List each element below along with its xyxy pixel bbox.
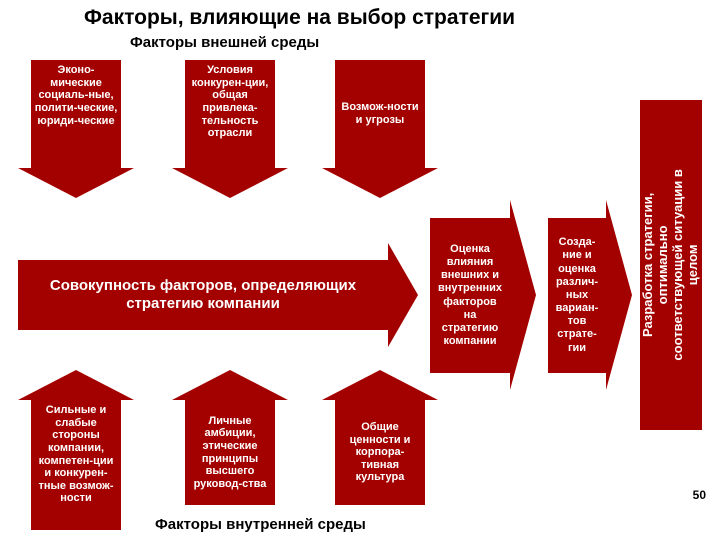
main-title: Факторы, влияющие на выбор стратегии [84,6,515,30]
variants-arrow: Созда-ние и оценка различ-ных вариан-тов… [548,218,632,390]
down-arrow-competition: Условия конкурен-ции, общая привлека-тел… [180,60,280,198]
final-arrow-text: Разработка стратегии, оптимально соответ… [641,169,701,360]
final-strategy-arrow: Разработка стратегии, оптимально соответ… [640,100,702,430]
up-arrow-strengths: Сильные и слабые стороны компании, компе… [26,370,126,530]
down-arrow-economic: Эконо-мические социаль-ные, полити-чески… [26,60,126,198]
down-arrow-opportunities: Возмож-ности и угрозы [330,60,430,198]
up-arrow-ambitions: Личные амбиции, этические принципы высше… [180,370,280,505]
slide: Факторы, влияющие на выбор стратегии Фак… [0,0,720,540]
internal-factors-title: Факторы внутренней среды [155,516,366,533]
external-factors-title: Факторы внешней среды [130,34,319,51]
assessment-arrow: Оценка влияния внешних и внутренних факт… [430,218,536,390]
page-number: 50 [693,488,706,502]
up-arrow-values: Общие ценности и корпора-тивная культура [330,370,430,505]
center-factors-arrow: Совокупность факторов, определяющих стра… [18,260,418,347]
